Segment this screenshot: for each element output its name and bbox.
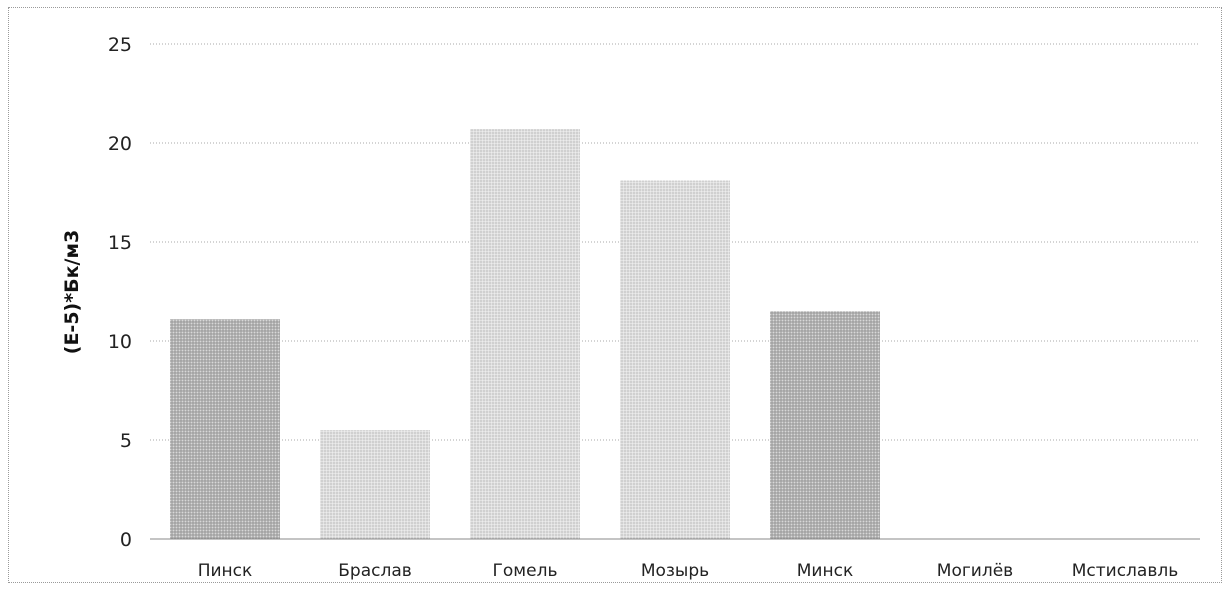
- bars: [170, 129, 880, 539]
- x-category-label: Гомель: [493, 561, 558, 581]
- x-category-label: Мстиславль: [1072, 561, 1179, 581]
- bar: [170, 319, 280, 539]
- chart-frame: [8, 7, 1222, 583]
- x-category-labels: Пинск Браслав Гомель Мозырь Минск Могилёв Мсти…: [198, 561, 1179, 581]
- x-category-label: Пинск: [198, 561, 253, 581]
- x-category-label: Могилёв: [937, 561, 1013, 581]
- y-tick-labels: 0 5 10 15 20 25: [108, 34, 132, 551]
- bar: [320, 430, 430, 539]
- y-tick-label: 20: [108, 133, 132, 155]
- y-tick-label: 0: [120, 529, 132, 551]
- y-axis-title: (E-5)*Бк/м3: [61, 230, 83, 354]
- y-tick-label: 15: [108, 232, 132, 254]
- bar: [470, 129, 580, 539]
- y-tick-label: 5: [120, 430, 132, 452]
- y-tick-label: 10: [108, 331, 132, 353]
- y-tick-label: 25: [108, 34, 132, 56]
- bar: [620, 180, 730, 539]
- x-category-label: Мозырь: [641, 561, 709, 581]
- x-category-label: Браслав: [338, 561, 412, 581]
- x-category-label: Минск: [797, 561, 853, 581]
- bar: [770, 311, 880, 539]
